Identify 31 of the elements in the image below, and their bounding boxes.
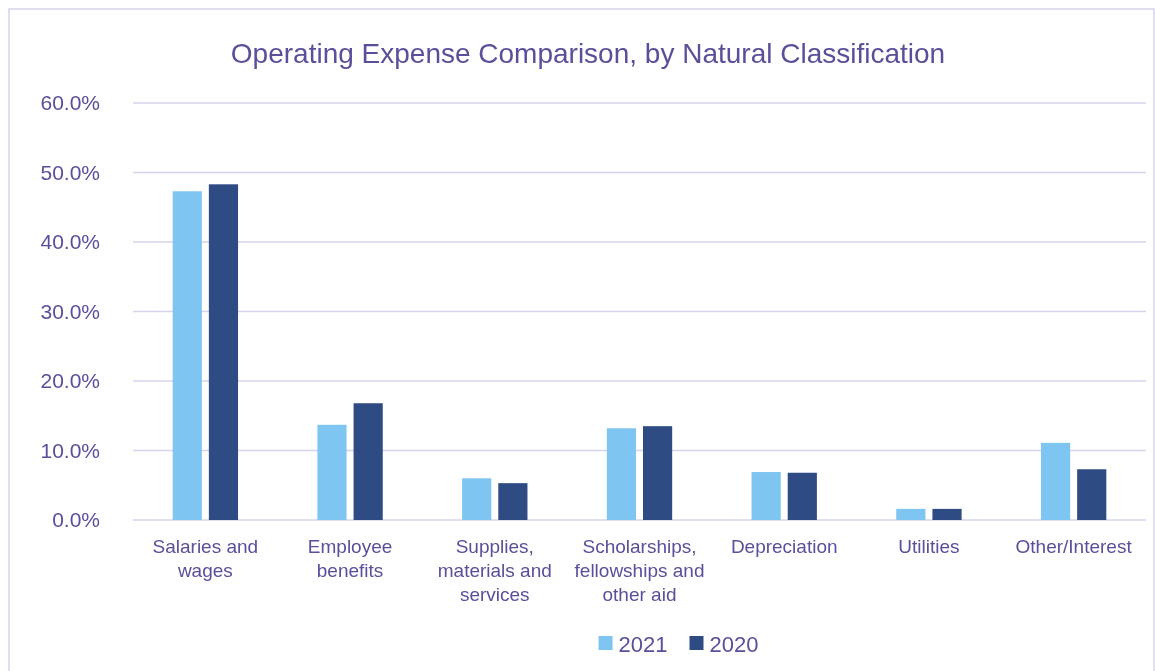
bar [896,508,926,520]
y-tick-label: 30.0% [40,299,100,323]
bar [751,472,781,520]
legend-label: 2021 [618,631,668,657]
bar [172,191,202,520]
legend-label: 2020 [709,631,759,657]
bar [208,184,239,520]
bar [606,428,636,520]
x-tick-label: Employee benefits [307,536,393,581]
x-tick-label: Scholarships, fellowships and other aid [574,536,705,605]
x-tick-label: Salaries and wages [152,536,259,581]
x-tick-label: Utilities [898,536,960,557]
y-tick-label: 20.0% [40,369,100,393]
bar [317,424,347,520]
chart-title: Operating Expense Comparison, by Natural Classification [230,38,946,69]
bar [932,508,962,520]
y-tick-label: 40.0% [40,230,100,254]
bar [787,472,817,520]
bar [498,483,528,520]
bar [1077,469,1107,520]
y-tick-label: 10.0% [40,438,100,462]
bar [1040,442,1071,520]
x-tick-label: Depreciation [730,536,838,557]
x-tick-label: Other/Interest [1015,536,1133,557]
y-tick-label: 50.0% [40,160,100,184]
bar [462,478,492,520]
bar [643,426,673,520]
x-tick-label: Supplies, materials and services [437,536,552,605]
bar [353,403,383,520]
y-tick-label: 60.0% [40,91,100,115]
y-tick-label: 0.0% [52,508,100,532]
